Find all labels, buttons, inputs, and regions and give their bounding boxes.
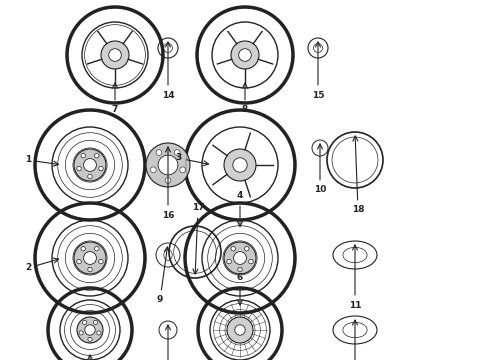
Circle shape (165, 177, 171, 183)
Text: 10: 10 (314, 144, 326, 194)
Circle shape (233, 158, 247, 172)
Text: 13: 13 (349, 320, 361, 360)
Text: 11: 11 (349, 245, 361, 310)
Text: 3: 3 (175, 153, 209, 166)
Circle shape (245, 247, 249, 251)
Circle shape (81, 247, 85, 251)
Text: 5: 5 (87, 355, 93, 360)
Text: 9: 9 (157, 247, 169, 305)
Circle shape (85, 325, 95, 335)
Circle shape (77, 259, 81, 264)
Circle shape (224, 149, 256, 181)
Circle shape (74, 242, 106, 274)
Circle shape (101, 41, 129, 69)
Circle shape (97, 331, 101, 335)
Circle shape (234, 252, 246, 264)
Circle shape (84, 159, 97, 171)
Circle shape (231, 41, 259, 69)
Circle shape (88, 267, 92, 272)
Circle shape (174, 150, 180, 156)
Text: 15: 15 (312, 42, 324, 99)
Circle shape (227, 317, 253, 343)
Text: 4: 4 (237, 192, 243, 226)
Text: 14: 14 (162, 42, 174, 99)
Circle shape (82, 320, 87, 324)
Circle shape (74, 149, 106, 181)
Circle shape (98, 259, 103, 264)
Circle shape (98, 166, 103, 171)
Circle shape (231, 247, 236, 251)
Text: 6: 6 (237, 274, 243, 305)
Circle shape (88, 174, 92, 179)
Circle shape (95, 153, 99, 158)
Circle shape (249, 259, 253, 264)
Circle shape (156, 150, 162, 156)
Circle shape (224, 242, 256, 274)
Circle shape (94, 320, 98, 324)
Circle shape (109, 49, 122, 61)
Circle shape (79, 331, 83, 335)
Circle shape (77, 317, 103, 343)
Text: 8: 8 (242, 83, 248, 114)
Circle shape (81, 153, 85, 158)
Text: 7: 7 (112, 83, 118, 114)
Circle shape (239, 49, 251, 61)
Circle shape (88, 337, 92, 341)
Circle shape (84, 252, 97, 264)
Circle shape (158, 155, 178, 175)
Circle shape (146, 143, 190, 187)
Circle shape (227, 259, 231, 264)
Circle shape (150, 167, 156, 172)
Text: 12: 12 (162, 325, 174, 360)
Text: 2: 2 (25, 258, 59, 273)
Circle shape (180, 167, 186, 172)
Circle shape (95, 247, 99, 251)
Text: 18: 18 (352, 136, 364, 215)
Circle shape (235, 325, 245, 335)
Text: 17: 17 (192, 203, 204, 274)
Text: 16: 16 (162, 147, 174, 220)
Circle shape (77, 166, 81, 171)
Circle shape (238, 267, 242, 272)
Text: 1: 1 (25, 156, 58, 166)
